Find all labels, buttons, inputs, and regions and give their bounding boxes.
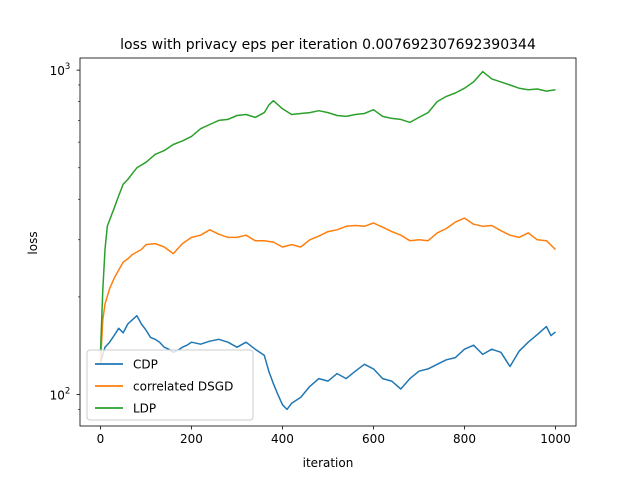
x-tick-label: 200 <box>180 432 203 446</box>
x-tick-label: 0 <box>97 432 105 446</box>
series-line-0 <box>99 314 556 411</box>
legend: CDP correlated DSGD LDP <box>86 349 254 421</box>
y-axis-label: loss <box>26 231 40 254</box>
y-tick-label: 102 <box>50 387 71 403</box>
x-tick-label: 800 <box>453 432 476 446</box>
x-axis-label: iteration <box>303 456 354 470</box>
legend-label-1: correlated DSGD <box>133 380 233 394</box>
series-line-2 <box>99 70 556 353</box>
series-line-1 <box>99 217 557 364</box>
axes-frame <box>79 57 577 427</box>
y-tick-label: 103 <box>50 62 71 78</box>
chart-title: loss with privacy eps per iteration 0.00… <box>120 37 536 53</box>
legend-label-0: CDP <box>133 358 158 372</box>
x-tick-label: 600 <box>362 432 385 446</box>
x-tick-label: 400 <box>271 432 294 446</box>
x-tick-label: 1000 <box>540 432 571 446</box>
legend-label-2: LDP <box>133 402 156 416</box>
legend-box <box>86 349 254 421</box>
plot-area: 0 200 400 600 800 1000 102 103 CDP correlated DSG… <box>50 57 577 446</box>
